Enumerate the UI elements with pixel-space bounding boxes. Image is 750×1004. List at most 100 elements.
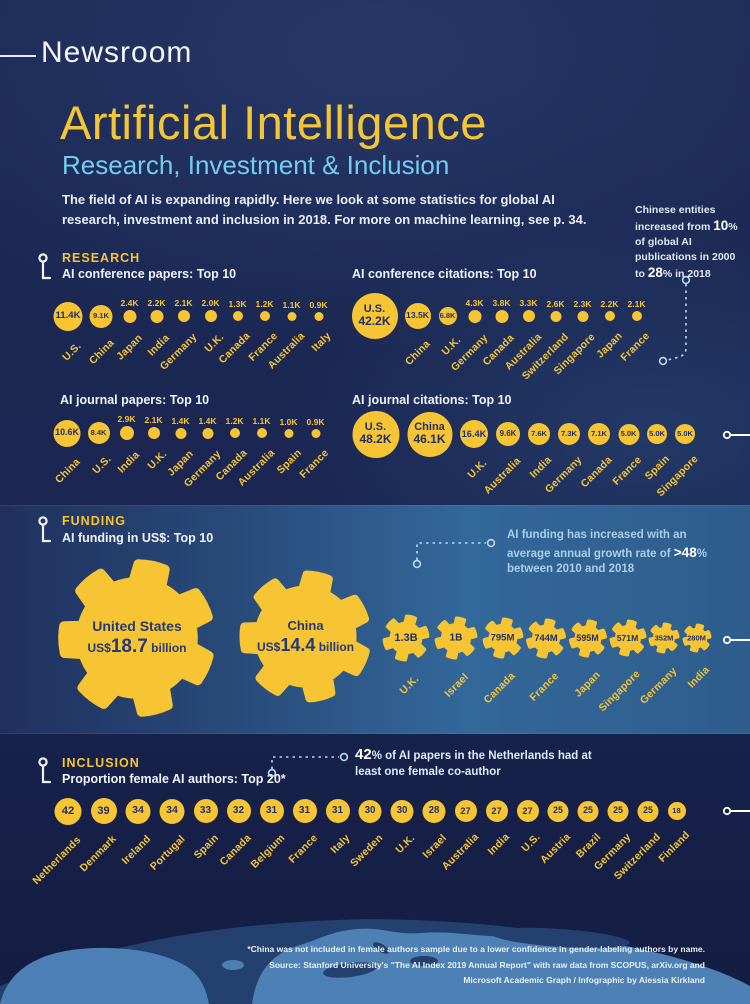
bubble-circle-value: 7.1K [588,423,610,445]
gear-united-states: United States US$18.7 billion [52,553,222,723]
bubble-circle-value: 9.6K [496,422,520,446]
bubble-item: 2.9K India [113,401,142,476]
bubble-label: France [600,450,644,488]
chart-conference-papers: 11.4K U.S. 9.1K China 2.4K Japan 2.2K India 2.1K… [50,284,334,373]
bubble-circle [259,311,270,321]
bubble-item: 27 U.S. [512,779,543,855]
bubble-circle-value: 28 [422,799,446,823]
bubble-item: 5.0K France [610,402,644,487]
bubble-item: 10.6K China [50,401,84,485]
bubble-label: Australia [252,326,307,372]
section-inclusion-heading: INCLUSION [62,756,140,770]
amount-unit: billion [315,639,355,654]
bubble-circle-value: 31 [325,799,350,823]
bubble-circle-value: 34 [159,798,185,824]
bubble-label: Sweden [336,828,385,869]
bubble-label: China [44,452,83,486]
inclusion-note-value: 42 [355,746,372,763]
bubble-item: 13.5K China [401,284,434,368]
inclusion-subtitle: Proportion female AI authors: Top 20* [62,772,286,786]
bubble-value: 2.6K [546,298,565,309]
gear-label: India [678,660,712,691]
bubble-item: 2.1K U.K. [140,401,169,472]
bubble-item: 33 Spain [189,779,222,861]
bubble-circle [147,427,160,439]
bubble-value: 1.0K [279,416,298,427]
bubble-value: 2.0K [201,298,220,308]
bubble-item: 7.3K Germany [543,402,584,496]
bubble-label-text: Australia [481,455,524,497]
bubble-circle-value: 30 [358,799,382,823]
bubble-circle [577,310,588,322]
bubble-item: 39 Denmark [78,779,121,874]
footnote-line: Microsoft Academic Graph / Infographic b… [463,975,705,985]
bubble-circle-value: 42 [54,797,82,825]
bubble-circle-value: 25 [547,800,569,822]
bubble-label: Singapore [536,327,598,377]
small-gear-item: 595M Japan [567,606,608,699]
bubble-circle-value: 27 [454,800,477,822]
bubble-value: 1.3K [228,299,247,309]
bubble-item: 2.0K U.K. [197,284,226,355]
bubble-item: 31 France [286,779,321,866]
gear-icon [58,559,214,717]
bubble-item: 0.9K France [297,401,331,481]
bubble-circle [311,428,320,438]
chart-conference-citations: U.S. 42.2K 13.5K China 6.8K U.K. 4.3K Germany 3.… [348,284,652,382]
funding-note-value: >48 [673,544,697,560]
chart-journal-papers: 10.6K China 8.4K U.S. 2.9K India 2.1K U.K. 1.4K J… [50,401,331,489]
bubble-circle: U.S. 48.2K [352,410,399,458]
amount-number: 18.7 [110,636,148,657]
bubble-value: 1.2K [225,416,244,426]
bubble-value: 2.9K [117,414,136,424]
bubble-circle-value: 7.3K [558,423,580,445]
bubble-label: France [608,326,652,364]
bubble-item: 1.4K Japan [165,401,196,479]
bubble-value: 1.1K [252,416,271,426]
chart-conference-papers-title: AI conference papers: Top 10 [62,267,237,281]
bubble-circle-value: 5.0K [647,424,667,444]
gear-icon [682,623,711,653]
bubble-item: 42 Netherlands [31,779,86,886]
bubble-item: 25 Austria [538,779,573,866]
bubble-value: 2.2K [147,297,166,308]
bubble-value: 46.1K [413,432,446,447]
bubble-circle-value: 25 [637,800,659,822]
bubble-value: 2.4K [120,297,139,308]
bubble-circle [229,428,240,438]
bubble-label: Japan [105,328,145,363]
bubble-circle-value: 31 [292,799,317,823]
bubble-item: 18 Finland [656,779,692,865]
bubble-item: 1.3K Canada [217,284,253,366]
bubble-item: 27 India [481,779,512,858]
china-note-value-2000: 10 [713,218,729,234]
bubble-value: 48.2K [359,432,392,447]
brand: Newsroom [41,36,193,69]
bubble-circle [119,426,134,440]
bubble-circle [123,309,136,323]
edge-connector [722,430,750,440]
amount-number: 14.4 [280,634,316,655]
bubble-circle-value: 25 [577,800,599,822]
bubble-label: Australia [426,827,481,873]
bubble-label-text: France [618,330,652,364]
bubble-item: 0.9K Italy [305,284,334,354]
bubble-item: 27 Australia [439,779,481,873]
gear-value: 795M [490,632,515,644]
pin-icon [38,516,51,543]
bubble-circle [284,428,293,438]
bubble-label: Portugal [135,829,188,873]
bubble-value: 0.9K [306,416,325,427]
bubble-item: 7.1K Canada [578,402,614,490]
gear-icon [382,614,430,662]
bubble-item: 30 U.K. [386,779,418,856]
bubble-item: 3.8K Canada [481,284,517,368]
bubble-label: U.K. [387,828,418,856]
china-note-text: % in 2018 [662,267,711,280]
bubble-item: 11.4K U.S. [50,284,86,363]
bubble-circle-value: 34 [125,798,151,824]
gear-us-amount: US$18.7 billion [88,636,187,658]
bubble-item: 1.1K Australia [235,401,277,489]
bubble-circle-value: 16.4K [460,420,488,448]
small-gear-item: 352M Germany [638,606,681,707]
